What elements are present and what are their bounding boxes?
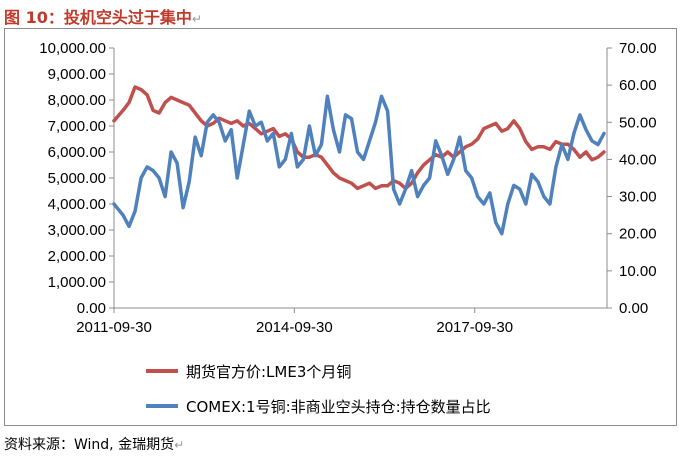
y-right-tick-label: 10.00 [619,263,657,280]
y-right-tick-label: 70.00 [619,40,657,57]
y-right-tick-label: 30.00 [619,189,657,206]
y-left-tick-label: 3,000.00 [48,222,106,239]
y-left-tick-label: 6,000.00 [48,144,106,161]
chart-series-layer [112,85,606,236]
paragraph-mark-icon: ↵ [174,438,185,452]
figure-title-text: 图 10：投机空头过于集中 [4,8,192,27]
source-note: 资料来源：Wind, 金瑞期货↵ [4,434,184,454]
y-left-tick-label: 5,000.00 [48,170,106,187]
y-right-tick-label: 40.00 [619,151,657,168]
chart-frame [4,28,677,426]
chart-legend: 期货官方价:LME3个月铜 COMEX:1号铜:非商业空头持仓:持仓数量占比 [146,363,491,416]
x-tick-label: 2017-09-30 [436,319,513,336]
legend-label-comex: COMEX:1号铜:非商业空头持仓:持仓数量占比 [186,398,491,416]
source-text: 资料来源：Wind, 金瑞期货 [4,437,175,453]
y-left-tick-label: 2,000.00 [48,248,106,265]
figure-title: 图 10：投机空头过于集中↵ [4,4,202,28]
y-left-tick-label: 9,000.00 [48,66,106,83]
chart-axes: 0.00 1,000.00 2,000.00 3,000.00 4,000.00 5,00… [39,40,656,336]
y-right-tick-label: 0.00 [619,300,648,317]
y-right-tick-label: 50.00 [619,114,657,131]
y-left-tick-label: 4,000.00 [48,196,106,213]
series-line-comex-short-ratio [112,94,606,236]
paragraph-mark-icon: ↵ [191,12,202,26]
y-right-tick-label: 60.00 [619,77,657,94]
series-line-lme-copper-price [112,85,606,191]
y-left-tick-label: 1,000.00 [48,274,106,291]
y-right-tick-label: 20.00 [619,226,657,243]
x-tick-label: 2011-09-30 [76,319,152,336]
y-left-tick-label: 7,000.00 [48,118,106,135]
y-left-tick-label: 10,000.00 [39,40,106,57]
y-left-tick-label: 0.00 [77,300,106,317]
x-tick-label: 2014-09-30 [256,319,333,336]
y-left-tick-label: 8,000.00 [48,92,106,109]
legend-label-lme: 期货官方价:LME3个月铜 [186,363,351,381]
